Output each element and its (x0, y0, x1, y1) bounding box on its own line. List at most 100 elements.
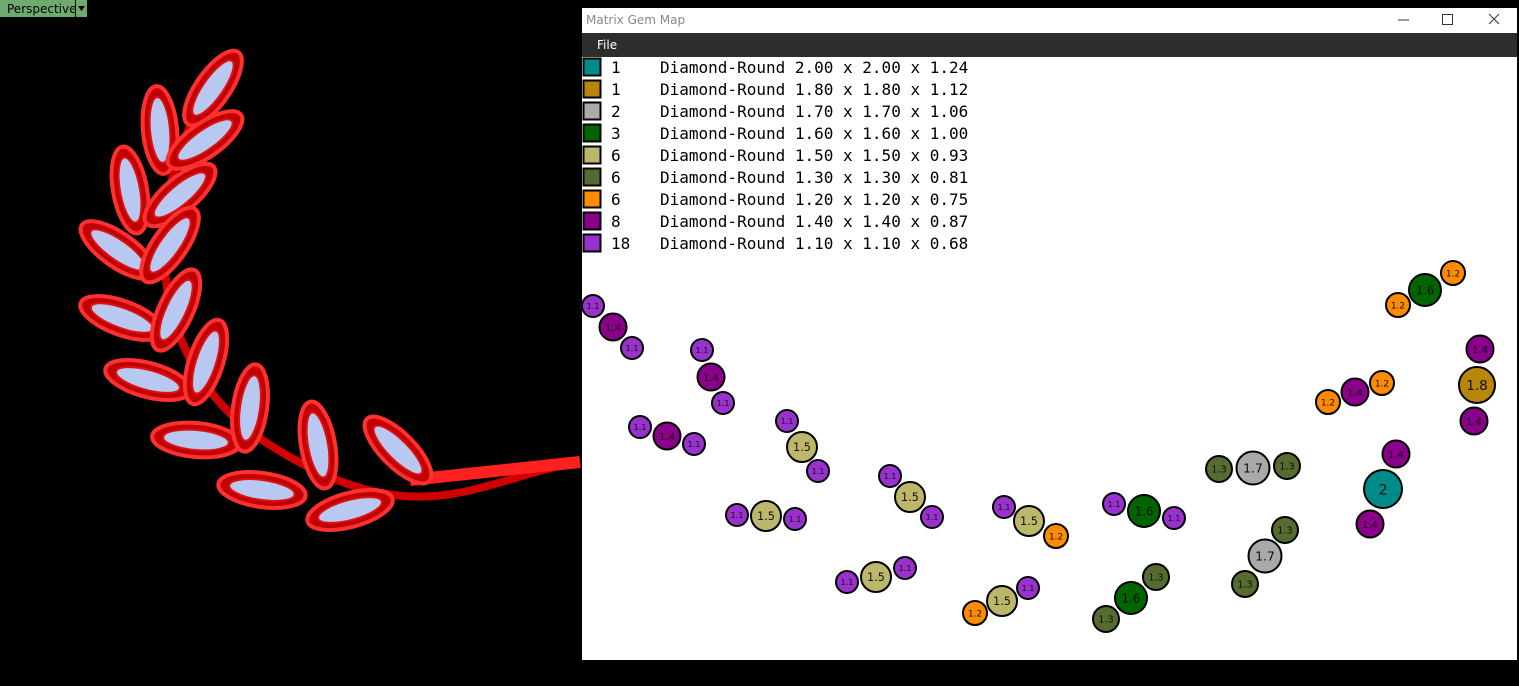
dropdown-arrow (78, 6, 85, 11)
gem-label: 1.2 (968, 609, 982, 619)
gem-label: 1.1 (883, 471, 896, 481)
leaf (297, 399, 339, 491)
gem (835, 570, 859, 594)
legend-swatch (582, 167, 602, 187)
gem (1142, 563, 1170, 591)
gem (783, 507, 807, 531)
legend-swatch (582, 233, 602, 253)
gem (1465, 334, 1495, 364)
leaf-stones (148, 216, 192, 274)
gem (1459, 406, 1489, 436)
gem (711, 391, 735, 415)
gem (1231, 570, 1259, 598)
gem-map: 2 1.8 1.7 1.7 1.6 1.6 1.6 1.5 1.5 1.5 1.5 1.5 1.5 1.3… (581, 260, 1496, 633)
legend-swatch (582, 57, 602, 77)
gem-label: 1.7 (1255, 550, 1275, 564)
gem-label: 1.1 (716, 398, 729, 408)
legend-swatch (582, 145, 602, 165)
gem-label: 1.1 (997, 502, 1010, 512)
gem-label: 1.2 (1375, 379, 1389, 389)
gem (1235, 450, 1271, 486)
gem (1205, 455, 1233, 483)
gem-label: 1.1 (780, 416, 793, 426)
gem-label: 1.3 (1237, 580, 1253, 591)
gem (725, 503, 749, 527)
leaf (165, 109, 245, 171)
legend-description: Diamond-Round 1.40 x 1.40 x 0.87 (660, 212, 968, 231)
gem-label: 1.5 (757, 510, 775, 523)
legend-count: 18 (611, 234, 630, 253)
legend-count: 8 (611, 212, 621, 231)
gem (860, 561, 892, 593)
gem (1363, 469, 1403, 509)
leaf (216, 470, 308, 510)
gem-label: 1.4 (1388, 450, 1404, 461)
gem (1458, 366, 1496, 404)
gem (1043, 523, 1069, 549)
gem (1127, 494, 1161, 528)
gem (1114, 581, 1148, 615)
leaf (182, 48, 244, 128)
leaf-stones (115, 366, 181, 394)
legend-description: Diamond-Round 1.80 x 1.80 x 1.12 (660, 80, 968, 99)
gem (1355, 509, 1385, 539)
gem-label: 1.4 (1347, 388, 1363, 399)
close-button[interactable] (1488, 13, 1500, 25)
gem (1013, 505, 1045, 537)
gem-label: 1.1 (840, 577, 853, 587)
leaf-stones (238, 374, 262, 442)
gem (1381, 439, 1411, 469)
menu-file[interactable]: File (597, 38, 617, 52)
gem (1440, 260, 1466, 286)
gem-label: 1.5 (1020, 515, 1038, 528)
legend-description: Diamond-Round 1.60 x 1.60 x 1.00 (660, 124, 968, 143)
gem (1271, 516, 1299, 544)
gem-label: 1.1 (1167, 513, 1180, 523)
gem-label: 1.1 (1021, 583, 1034, 593)
gem-label: 1.4 (703, 373, 719, 384)
legend-swatch (582, 79, 602, 99)
gem (1016, 576, 1040, 600)
legend-count: 6 (611, 190, 621, 209)
gem (1102, 492, 1126, 516)
gem-label: 1.2 (1391, 301, 1405, 311)
gem (775, 409, 799, 433)
legend-count: 2 (611, 102, 621, 121)
leaf (305, 488, 395, 532)
leaf (109, 144, 151, 236)
legend-count: 3 (611, 124, 621, 143)
gem-label: 1.3 (1279, 462, 1295, 473)
gem-label: 1.2 (1446, 269, 1460, 279)
viewport-tab[interactable] (0, 0, 75, 17)
gem (878, 464, 902, 488)
gem-label: 1.1 (788, 514, 801, 524)
leaf-stones (372, 424, 424, 476)
gem-label: 2 (1378, 482, 1387, 498)
gem-label: 1.4 (1362, 520, 1378, 531)
window-title: Matrix Gem Map (586, 13, 685, 27)
leaf (362, 414, 434, 486)
gem (992, 495, 1016, 519)
maximize-button[interactable] (1442, 14, 1453, 25)
legend-description: Diamond-Round 1.50 x 1.50 x 0.93 (660, 146, 968, 165)
gem-label: 1.6 (1134, 504, 1153, 518)
leaf-stones (162, 428, 230, 452)
gem-label: 1.6 (1121, 591, 1140, 605)
leaf-stones (305, 411, 331, 479)
legend-count: 6 (611, 146, 621, 165)
gem-label: 1.5 (993, 595, 1011, 608)
gem-label: 1.3 (1277, 526, 1293, 537)
gem (581, 294, 605, 318)
leaf-stones (317, 496, 383, 524)
gem-label: 1.7 (1243, 462, 1263, 476)
legend-count: 6 (611, 168, 621, 187)
gem-label: 1.2 (1321, 398, 1335, 408)
gem (894, 481, 926, 513)
legend-description: Diamond-Round 1.20 x 1.20 x 0.75 (660, 190, 968, 209)
leaf (182, 317, 230, 407)
gem (628, 415, 652, 439)
gem (1340, 377, 1370, 407)
